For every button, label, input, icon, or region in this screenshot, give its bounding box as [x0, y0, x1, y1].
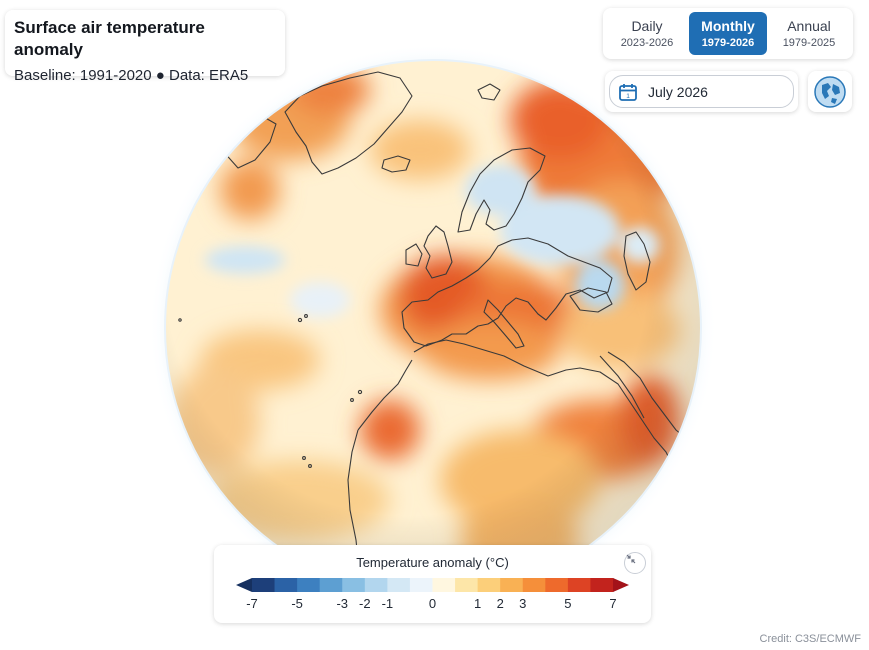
azores-island: [304, 314, 308, 318]
legend-tick-label: 5: [564, 596, 571, 611]
britain-coast: [423, 225, 453, 279]
legend-swatch: [297, 578, 321, 592]
canary-island: [357, 389, 363, 395]
legend-tick-label: 1: [474, 596, 481, 611]
legend-colorbar: -7 -5 -3 -2 -1 0 1 2 3 5 7: [236, 578, 629, 611]
bermuda-island: [178, 318, 182, 322]
legend-high-arrow: [613, 578, 629, 592]
legend-collapse-button[interactable]: [624, 552, 646, 574]
legend-tick-label: -5: [291, 596, 303, 611]
period-label: Daily: [631, 17, 663, 34]
legend-swatch: [590, 578, 614, 592]
legend-swatch: [545, 578, 569, 592]
europe-coast: [401, 237, 613, 347]
legend-tick-label: -1: [382, 596, 394, 611]
period-monthly-button[interactable]: Monthly 1979-2026: [689, 12, 767, 55]
greenland-coast: [284, 71, 413, 175]
date-picker-button[interactable]: 1 July 2026: [609, 75, 794, 108]
legend-tick-label: 2: [497, 596, 504, 611]
legend-swatch: [364, 578, 388, 592]
legend-swatch: [522, 578, 546, 592]
legend-swatch: [252, 578, 275, 592]
legend-swatch: [567, 578, 591, 592]
legend-tick-label: -2: [359, 596, 371, 611]
period-range: 1979-2026: [701, 36, 755, 49]
svalbard-coast: [477, 83, 501, 101]
arabia-coast: [599, 351, 689, 441]
legend-tick-label: -3: [336, 596, 348, 611]
period-daily-button[interactable]: Daily 2023-2026: [608, 12, 686, 55]
azores-island: [297, 317, 303, 323]
legend-swatch: [409, 578, 433, 592]
legend-low-arrow: [236, 578, 252, 592]
legend-swatch: [274, 578, 298, 592]
black-sea-coast: [569, 287, 613, 313]
scandinavia-coast: [457, 147, 546, 233]
period-label: Annual: [787, 17, 831, 34]
legend-title: Temperature anomaly (°C): [356, 555, 509, 570]
iceland-coast: [381, 155, 411, 173]
legend-swatch: [500, 578, 524, 592]
color-legend: Temperature anomaly (°C) -7 -5 -3 -2 -1 0 1 2 3 5…: [214, 545, 651, 623]
map-title: Surface air temperature anomaly: [14, 18, 205, 59]
date-picker-card: 1 July 2026: [605, 71, 798, 112]
period-range: 2023-2026: [620, 36, 674, 49]
svg-text:1: 1: [626, 93, 630, 100]
legend-swatch: [432, 578, 456, 592]
title-card: Surface air temperature anomaly Baseline…: [5, 10, 285, 84]
period-selector: Daily 2023-2026 Monthly 1979-2026 Annual…: [603, 8, 853, 59]
coastlines: [178, 69, 689, 596]
calendar-icon: 1: [619, 83, 637, 101]
cape-verde-island: [302, 456, 306, 460]
legend-tick-label: 3: [519, 596, 526, 611]
legend-swatch: [342, 578, 366, 592]
credit-text: Credit: C3S/ECMWF: [759, 633, 861, 645]
italy-coast: [483, 299, 525, 349]
period-annual-button[interactable]: Annual 1979-2025: [770, 12, 848, 55]
selected-date: July 2026: [648, 83, 708, 100]
period-range: 1979-2025: [782, 36, 836, 49]
projection-toggle-button[interactable]: [808, 71, 852, 112]
legend-swatch: [477, 578, 501, 592]
cape-verde-island: [308, 464, 312, 468]
anomaly-field: [165, 60, 701, 596]
legend-swatch: [387, 578, 411, 592]
ireland-coast: [405, 243, 423, 267]
globe-icon: [814, 75, 846, 108]
collapse-arrows-icon: [626, 554, 636, 564]
legend-tick-label: 0: [429, 596, 436, 611]
legend-swatch: [319, 578, 343, 592]
map-subtitle: Baseline: 1991-2020 ● Data: ERA5: [14, 67, 249, 84]
legend-tick-label: -7: [246, 596, 258, 611]
period-label: Monthly: [701, 17, 755, 34]
legend-swatch: [455, 578, 479, 592]
caspian-coast: [623, 231, 651, 291]
legend-tick-label: 7: [609, 596, 616, 611]
canary-island: [350, 398, 354, 402]
